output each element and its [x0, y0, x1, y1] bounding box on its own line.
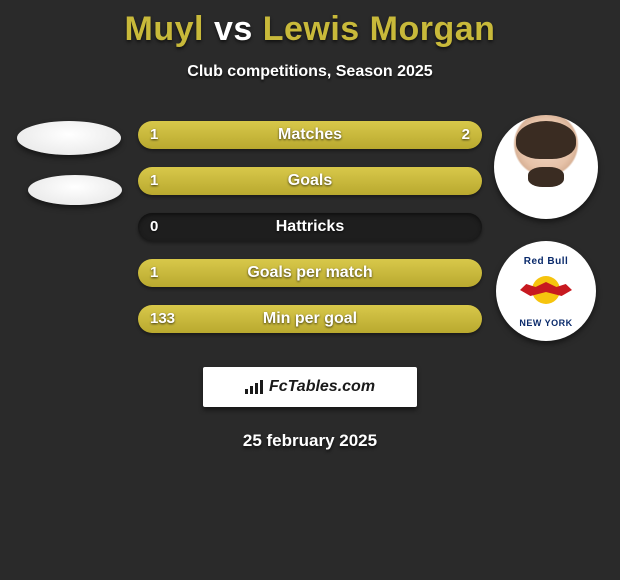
- stat-value-left: 0: [150, 213, 158, 241]
- stat-value-right: 2: [462, 121, 470, 149]
- stat-row: Goals per match1: [138, 259, 482, 287]
- stat-value-left: 1: [150, 259, 158, 287]
- date-text: 25 february 2025: [0, 431, 620, 451]
- team-text-bottom: NEW YORK: [507, 318, 585, 328]
- brand-text: FcTables.com: [269, 378, 375, 396]
- stat-label: Goals per match: [138, 259, 482, 287]
- stat-label: Hattricks: [138, 213, 482, 241]
- stat-value-left: 133: [150, 305, 175, 333]
- stats-area: Matches12Goals1Hattricks0Goals per match…: [0, 121, 620, 351]
- player-a-name: Muyl: [125, 10, 204, 48]
- stat-label: Matches: [138, 121, 482, 149]
- brand-bars-icon: [245, 380, 263, 394]
- player-b-name: Lewis Morgan: [263, 10, 496, 48]
- stat-value-left: 1: [150, 167, 158, 195]
- subtitle: Club competitions, Season 2025: [0, 63, 620, 81]
- stat-label: Goals: [138, 167, 482, 195]
- brand-box: FcTables.com: [203, 367, 417, 407]
- comparison-card: Muyl vs Lewis Morgan Club competitions, …: [0, 0, 620, 580]
- team-text-top: Red Bull: [507, 256, 585, 267]
- stat-row: Min per goal133: [138, 305, 482, 333]
- player-b-avatar: [494, 115, 598, 219]
- stat-label: Min per goal: [138, 305, 482, 333]
- vs-text: vs: [214, 10, 253, 48]
- left-player-column: [10, 121, 128, 205]
- player-a-team-placeholder: [28, 175, 122, 205]
- stat-row: Goals1: [138, 167, 482, 195]
- stat-row: Matches1 2: [138, 121, 482, 149]
- page-title: Muyl vs Lewis Morgan: [0, 0, 620, 49]
- redbull-logo: Red Bull NEW YORK: [507, 252, 585, 330]
- stat-bars: Matches12Goals1Hattricks0Goals per match…: [138, 121, 482, 351]
- stat-value-left: 1: [150, 121, 158, 149]
- player-a-avatar-placeholder: [17, 121, 121, 155]
- stat-row: Hattricks0: [138, 213, 482, 241]
- player-b-team-badge: Red Bull NEW YORK: [496, 241, 596, 341]
- right-player-column: Red Bull NEW YORK: [486, 115, 606, 341]
